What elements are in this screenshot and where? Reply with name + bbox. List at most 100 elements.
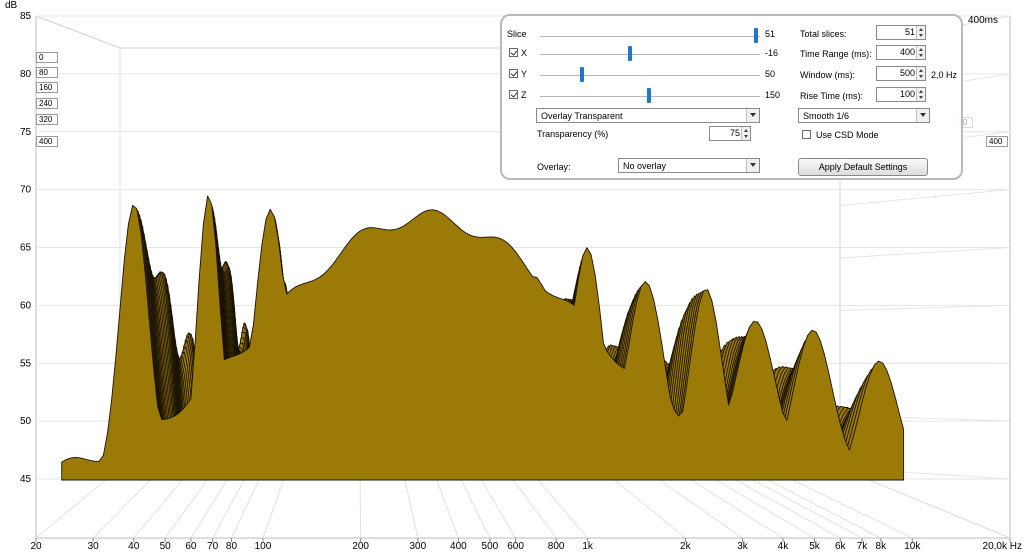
- y-tick-85: 85: [20, 11, 32, 22]
- spin-arrows-icon[interactable]: [916, 26, 925, 39]
- time-label-160: 160: [36, 82, 58, 93]
- x-slider-thumb[interactable]: [628, 46, 632, 61]
- transparency-label: Transparency (%): [537, 129, 608, 139]
- x-tick-0: 20: [30, 541, 42, 552]
- total-slices-stepper[interactable]: 51: [876, 25, 926, 40]
- y-checkbox[interactable]: [509, 69, 518, 78]
- x-tick-11: 500: [482, 541, 499, 552]
- y-tick-60: 60: [20, 300, 32, 311]
- y-unit-label: dB: [5, 0, 18, 11]
- x-tick-21: 8k: [876, 541, 888, 552]
- waterfall-controls-panel: Slice 51 X -16 Y 50 Z 150 Overlay Transp…: [500, 14, 963, 180]
- y-value: 50: [765, 69, 775, 79]
- display-mode-select[interactable]: Overlay Transparent: [536, 108, 760, 123]
- x-tick-1: 30: [88, 541, 100, 552]
- time-label-0: 0: [36, 52, 58, 63]
- x-tick-19: 6k: [835, 541, 847, 552]
- y-slider-thumb[interactable]: [580, 67, 584, 82]
- y-tick-50: 50: [20, 416, 32, 427]
- x-tick-10: 400: [450, 541, 467, 552]
- window-stepper[interactable]: 500: [876, 66, 926, 81]
- display-mode-value: Overlay Transparent: [541, 111, 623, 121]
- y-slider-track[interactable]: [540, 75, 760, 76]
- transparency-value: 75: [730, 128, 740, 138]
- time-range-stepper[interactable]: 400: [876, 45, 926, 60]
- x-tick-22: 10k: [904, 541, 921, 552]
- spin-arrows-icon[interactable]: [916, 88, 925, 101]
- window-label: Window (ms):: [800, 70, 855, 80]
- x-checkbox[interactable]: [509, 48, 518, 57]
- chevron-down-icon: [746, 109, 759, 122]
- x-tick-17: 4k: [778, 541, 790, 552]
- x-tick-13: 800: [548, 541, 565, 552]
- spin-arrows-icon[interactable]: [916, 46, 925, 59]
- spin-arrows-icon[interactable]: [916, 67, 925, 80]
- overlay-select[interactable]: No overlay: [618, 158, 760, 173]
- wall-gridline-70: [840, 190, 1010, 206]
- x-tick-2: 40: [128, 541, 140, 552]
- z-value: 150: [765, 90, 780, 100]
- x-tick-23: 20,0k Hz: [983, 541, 1022, 552]
- y-label: Y: [521, 69, 527, 79]
- z-label: Z: [521, 90, 527, 100]
- apply-default-settings-button[interactable]: Apply Default Settings: [798, 158, 928, 176]
- time-label-240: 240: [36, 98, 58, 109]
- csd-mode-checkbox[interactable]: [802, 130, 811, 139]
- x-tick-5: 70: [207, 541, 219, 552]
- transparency-stepper[interactable]: 75: [709, 126, 751, 141]
- y-axis-ticks: 85 80 75 70 65 60 55 50 45: [20, 11, 32, 485]
- overlay-label: Overlay:: [537, 162, 571, 172]
- time-range-label: 400ms: [966, 16, 1008, 27]
- x-tick-20: 7k: [857, 541, 869, 552]
- window-value: 500: [900, 68, 915, 78]
- rise-time-label: Rise Time (ms):: [800, 91, 863, 101]
- x-tick-8: 200: [352, 541, 369, 552]
- y-tick-80: 80: [20, 69, 32, 80]
- x-tick-16: 3k: [737, 541, 749, 552]
- back-time-label-400: 400: [986, 136, 1008, 147]
- x-tick-9: 300: [409, 541, 426, 552]
- slice-slider-thumb[interactable]: [754, 28, 758, 43]
- x-tick-6: 80: [226, 541, 238, 552]
- wall-gridline-60: [840, 305, 1010, 310]
- time-label-80: 80: [36, 67, 58, 78]
- y-tick-45: 45: [20, 474, 32, 485]
- y-tick-65: 65: [20, 243, 32, 254]
- z-slider-thumb[interactable]: [647, 88, 651, 103]
- time-range-value: 400: [900, 47, 915, 57]
- x-slider-track[interactable]: [540, 54, 760, 55]
- total-slices-label: Total slices:: [800, 29, 847, 39]
- y-tick-55: 55: [20, 358, 32, 369]
- chevron-down-icon: [916, 109, 929, 122]
- rise-time-value: 100: [900, 89, 915, 99]
- rise-time-stepper[interactable]: 100: [876, 87, 926, 102]
- x-tick-7: 100: [255, 541, 272, 552]
- time-range-label: Time Range (ms):: [800, 49, 872, 59]
- slice-label: Slice: [507, 29, 527, 39]
- total-slices-value: 51: [905, 27, 915, 37]
- x-tick-14: 1k: [582, 541, 594, 552]
- x-tick-18: 5k: [809, 541, 821, 552]
- z-checkbox[interactable]: [509, 90, 518, 99]
- smoothing-select[interactable]: Smooth 1/6: [798, 108, 930, 123]
- slice-value: 51: [765, 29, 775, 39]
- x-tick-3: 50: [160, 541, 172, 552]
- y-tick-70: 70: [20, 185, 32, 196]
- x-tick-12: 600: [507, 541, 524, 552]
- x-tick-4: 60: [185, 541, 197, 552]
- waterfall-slices: [62, 196, 904, 480]
- slice-slider-track[interactable]: [540, 36, 760, 37]
- chevron-down-icon: [746, 159, 759, 172]
- x-tick-15: 2k: [680, 541, 692, 552]
- spin-arrows-icon[interactable]: [741, 127, 750, 140]
- x-value: -16: [765, 48, 778, 58]
- csd-mode-label: Use CSD Mode: [816, 130, 879, 140]
- x-axis-ticks: 20 30 40 50 60 70 80 100 200 300 400 500 600 800 1k 2k 3…: [30, 538, 1022, 552]
- y-tick-75: 75: [20, 127, 32, 138]
- time-label-320: 320: [36, 114, 58, 125]
- wall-gridline-65: [840, 248, 1010, 259]
- window-frequency: 2,0 Hz: [931, 70, 957, 80]
- smoothing-value: Smooth 1/6: [803, 111, 849, 121]
- overlay-value: No overlay: [623, 161, 666, 171]
